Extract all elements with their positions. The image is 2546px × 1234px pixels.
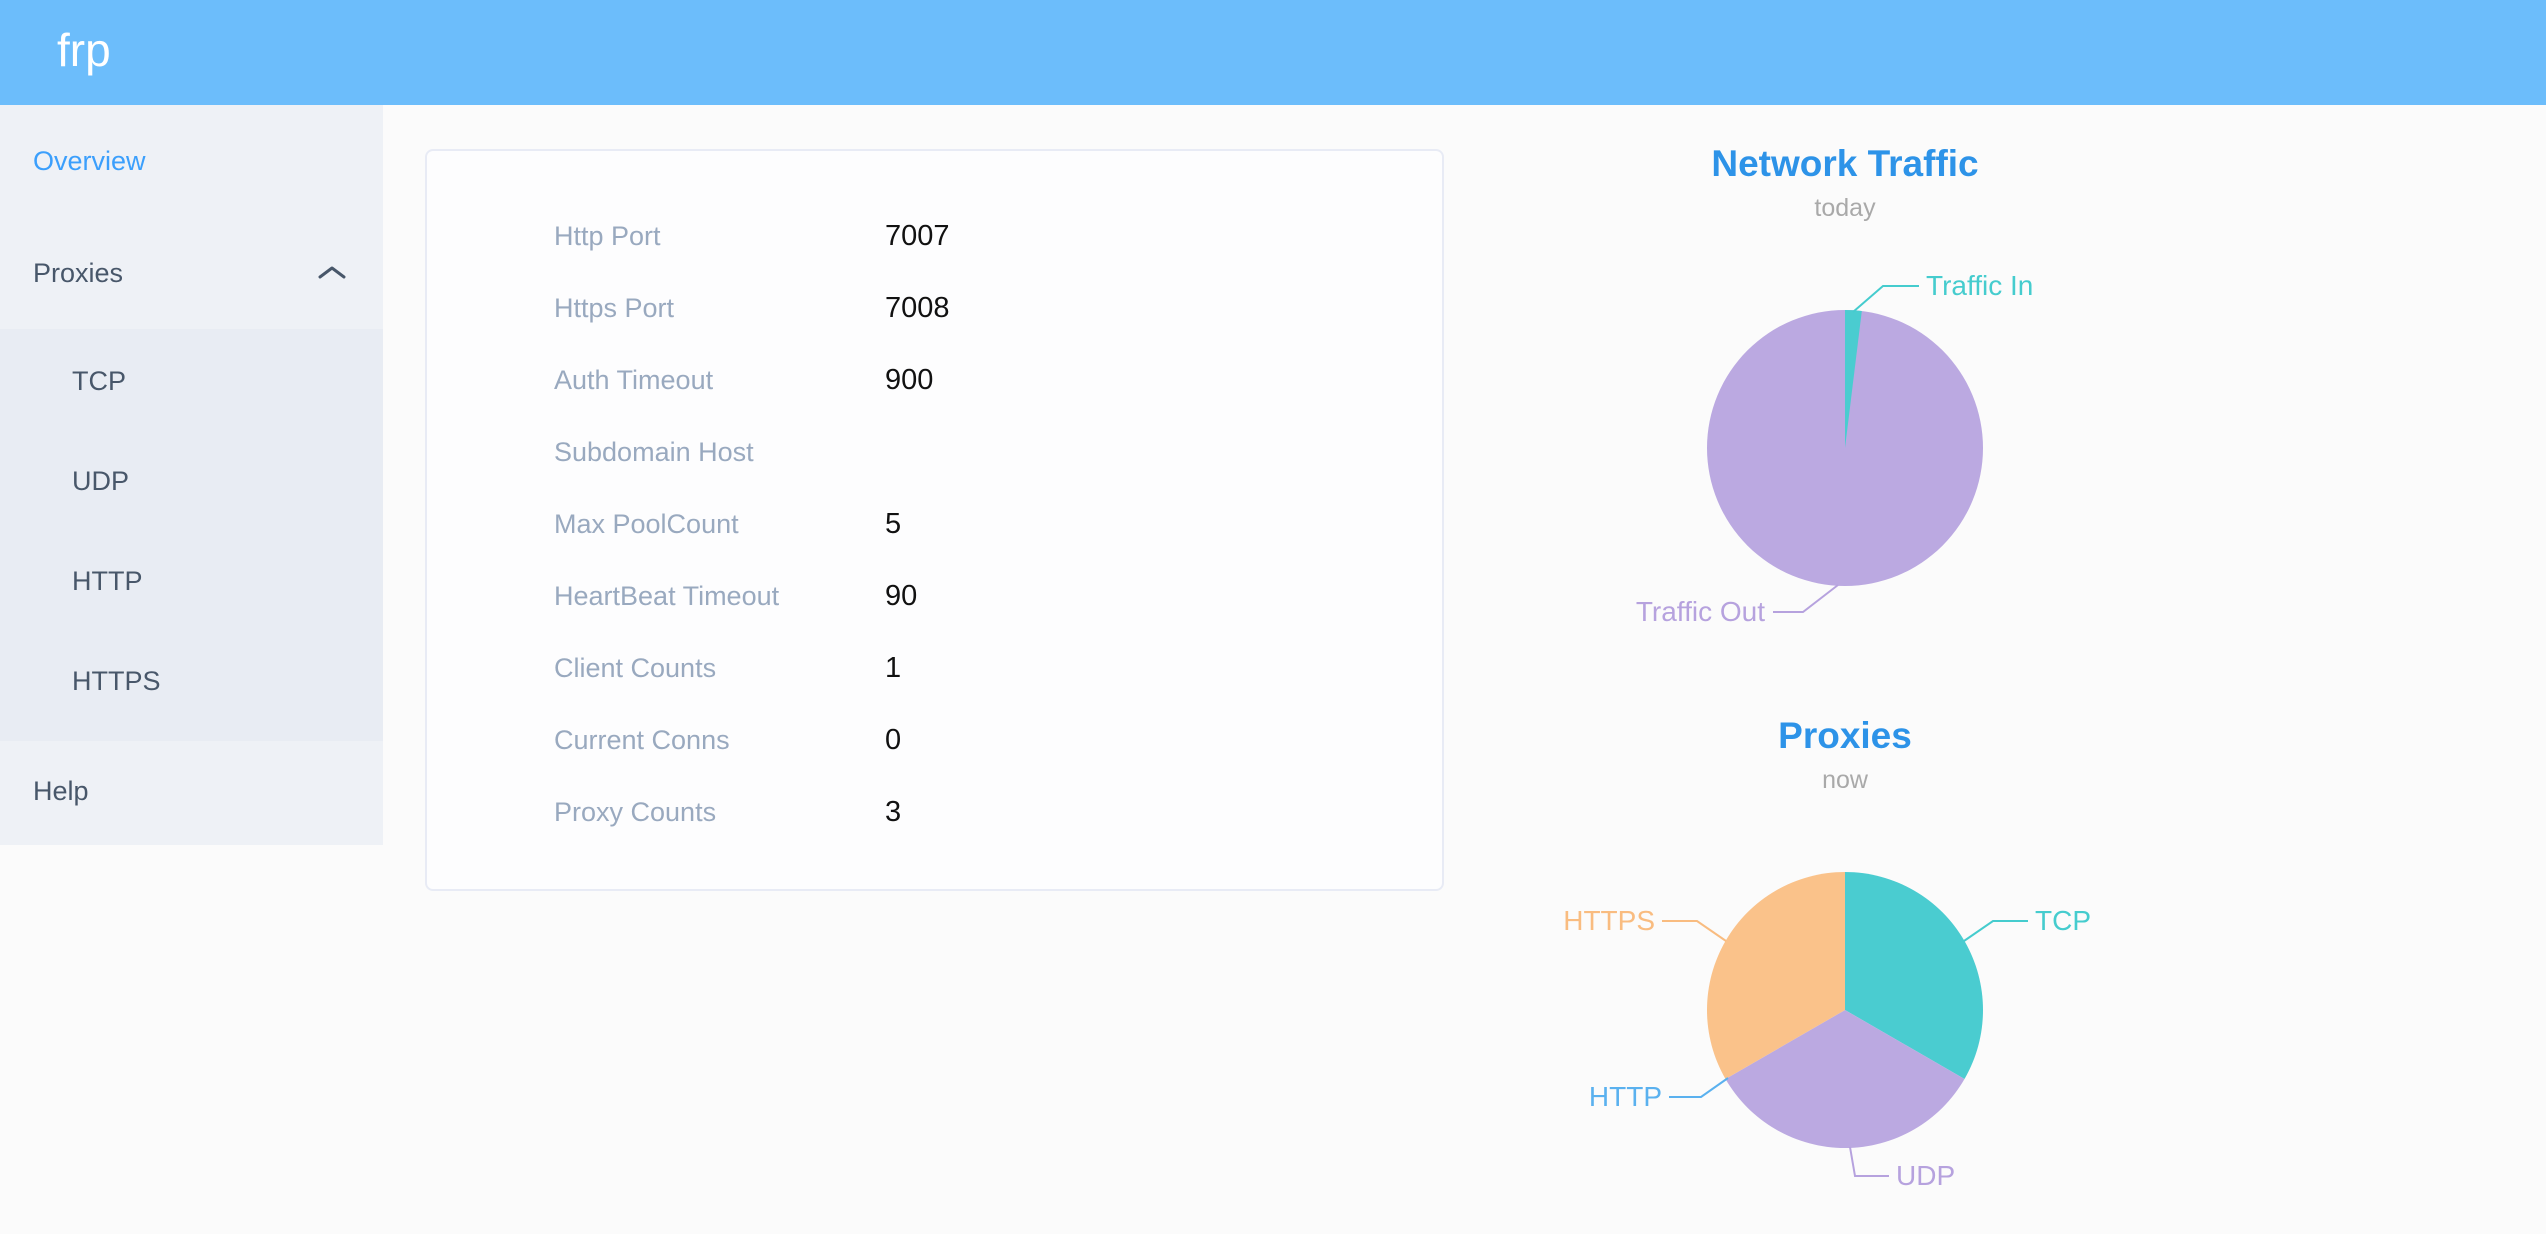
traffic-in-slice[interactable] xyxy=(1845,309,1862,448)
sidebar-item-overview[interactable]: Overview xyxy=(0,105,383,217)
app-logo: frp xyxy=(57,24,111,76)
chart-subtitle: today xyxy=(1814,194,1876,222)
http-label: HTTP xyxy=(1589,1081,1662,1112)
traffic-out-callout-line xyxy=(1773,584,1839,613)
udp-label: UDP xyxy=(1896,1160,1955,1191)
row-label: Auth Timeout xyxy=(554,364,714,395)
tcp-slice[interactable] xyxy=(1845,872,1983,1079)
sidebar-item-http[interactable]: HTTP xyxy=(72,566,143,596)
server-info-row: Auth Timeout 900 xyxy=(427,344,1442,416)
row-label: Current Conns xyxy=(554,724,730,755)
row-label: Max PoolCount xyxy=(554,508,739,539)
sidebar-item-proxies[interactable]: Proxies xyxy=(0,217,383,329)
server-info-row: Subdomain Host xyxy=(427,416,1442,488)
app-header: frp xyxy=(0,0,2546,105)
sidebar-item-label: Overview xyxy=(33,145,146,176)
https-callout-line xyxy=(1662,920,1727,942)
server-info-row: Client Counts 1 xyxy=(427,632,1442,704)
tcp-callout-line xyxy=(1963,920,2028,942)
sidebar-item-https[interactable]: HTTPS xyxy=(72,666,161,696)
row-label: Client Counts xyxy=(554,652,717,683)
sidebar-item-udp[interactable]: UDP xyxy=(72,466,130,496)
row-value: 5 xyxy=(885,507,902,540)
sidebar-item-label: Proxies xyxy=(33,257,124,288)
chart-subtitle: now xyxy=(1822,766,1868,794)
sidebar-item-tcp[interactable]: TCP xyxy=(72,366,126,396)
chart-title: Proxies xyxy=(1778,715,1912,756)
server-info-row: Proxy Counts 3 xyxy=(427,776,1442,848)
server-info-row: Http Port 7007 xyxy=(427,200,1442,272)
row-label: Http Port xyxy=(554,220,661,251)
row-label: HeartBeat Timeout xyxy=(554,580,780,611)
proxies-submenu: TCP UDP HTTP HTTPS xyxy=(0,329,383,741)
server-info-card: Http Port 7007 Https Port 7008 Auth Time… xyxy=(425,149,1444,891)
network-traffic-pie: Traffic In Traffic Out xyxy=(1636,270,2034,627)
row-label: Proxy Counts xyxy=(554,796,717,827)
sidebar-item-help[interactable]: Help xyxy=(0,741,383,841)
row-value: 7007 xyxy=(885,219,950,252)
udp-slice[interactable] xyxy=(1725,1010,1965,1148)
charts-column: Network Traffic today Traffic In Traffic… xyxy=(1545,140,2145,1200)
server-info-row: Max PoolCount 5 xyxy=(427,488,1442,560)
proxies-pie: TCP HTTPS HTTP UDP xyxy=(1563,872,2091,1191)
chevron-up-icon xyxy=(317,265,347,281)
row-value: 0 xyxy=(885,723,902,756)
http-callout-line xyxy=(1669,1077,1729,1098)
row-value: 7008 xyxy=(885,291,950,324)
sidebar-item-label: Help xyxy=(33,775,89,806)
row-label: Subdomain Host xyxy=(554,436,754,467)
server-info-row: HeartBeat Timeout 90 xyxy=(427,560,1442,632)
row-value: 90 xyxy=(885,579,918,612)
row-label: Https Port xyxy=(554,292,675,323)
row-value: 900 xyxy=(885,363,934,396)
https-label: HTTPS xyxy=(1563,905,1655,936)
https-slice[interactable] xyxy=(1707,872,1845,1079)
udp-callout-line xyxy=(1849,1146,1889,1177)
network-traffic-chart: Network Traffic today Traffic In Traffic… xyxy=(1545,140,2145,628)
server-info-row: Current Conns 0 xyxy=(427,704,1442,776)
traffic-in-label: Traffic In xyxy=(1926,270,2033,301)
row-value: 3 xyxy=(885,795,902,828)
row-value: 1 xyxy=(885,651,902,684)
traffic-out-label: Traffic Out xyxy=(1636,596,1765,627)
chart-title: Network Traffic xyxy=(1711,143,1979,184)
proxies-chart: Proxies now TCP HTTPS HTTP UDP xyxy=(1545,712,2145,1200)
traffic-in-callout-line xyxy=(1852,285,1919,313)
sidebar: Overview Proxies TCP UDP HTTP HTTPS Help xyxy=(0,105,383,845)
tcp-label: TCP xyxy=(2035,905,2091,936)
server-info-row: Https Port 7008 xyxy=(427,272,1442,344)
